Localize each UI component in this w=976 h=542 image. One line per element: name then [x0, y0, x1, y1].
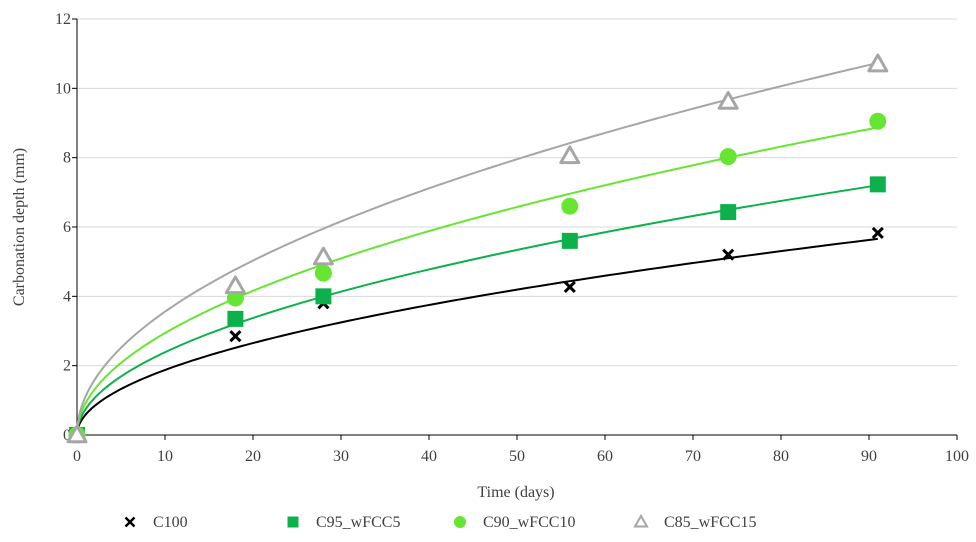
legend-label: C100	[153, 514, 188, 531]
legend-label: C95_wFCC5	[316, 514, 400, 531]
point-c95_wfcc5	[720, 204, 737, 221]
y-tick-label: 4	[63, 288, 71, 305]
trendline-c85_wfcc15	[76, 61, 879, 436]
point-c100	[722, 248, 735, 261]
trendline-c100	[76, 237, 878, 436]
axes: 0 2 4 6 8 10 12 0 10 20 30 40 50 60 70 80 90 100	[55, 11, 969, 465]
point-c85_wfcc15	[867, 53, 889, 73]
point-c100	[563, 280, 576, 294]
point-c95_wfcc5	[227, 310, 244, 327]
legend: C100 C95_wFCC5 C90_wFCC10 C85_wFCC15	[124, 513, 756, 531]
x-tick-label: 30	[333, 448, 349, 465]
x-tick-label: 50	[509, 448, 525, 465]
legend-label: C85_wFCC15	[664, 514, 756, 531]
point-c90_wfcc10	[719, 148, 737, 166]
x-tick-label: 90	[861, 448, 877, 465]
trendline-c95_wfcc5	[76, 184, 878, 436]
legend-marker-c95_wfcc5	[287, 516, 299, 528]
point-c95_wfcc5	[869, 176, 886, 193]
legend-marker-c90_wfcc10	[454, 516, 466, 528]
y-tick-label: 6	[63, 219, 71, 236]
point-c90_wfcc10	[561, 197, 579, 215]
x-tick-label: 10	[157, 448, 173, 465]
point-c85_wfcc15	[66, 424, 88, 444]
y-tick-label: 2	[63, 358, 71, 375]
x-tick-label: 70	[685, 448, 701, 465]
x-axis-title: Time (days)	[477, 484, 554, 501]
y-tick-label: 12	[55, 11, 71, 28]
point-c85_wfcc15	[717, 91, 739, 110]
point-c90_wfcc10	[869, 112, 887, 130]
trendlines	[76, 61, 879, 436]
legend-marker-c100	[124, 516, 136, 528]
y-tick-label: 0	[63, 427, 71, 444]
gridlines	[77, 18, 957, 367]
x-tick-label: 100	[945, 448, 969, 465]
y-axis-title: Carbonation depth (mm)	[11, 148, 28, 306]
point-c85_wfcc15	[312, 246, 334, 266]
y-tick-label: 8	[63, 150, 71, 167]
legend-marker-c85_wfcc15	[633, 513, 649, 528]
point-c85_wfcc15	[224, 275, 246, 295]
x-tick-label: 80	[773, 448, 789, 465]
point-c95_wfcc5	[315, 288, 332, 305]
legend-label: C90_wFCC10	[483, 514, 575, 531]
x-tick-label: 40	[421, 448, 437, 465]
x-tick-label: 60	[597, 448, 613, 465]
y-tick-label: 10	[55, 80, 71, 97]
x-tick-label: 0	[73, 448, 81, 465]
point-c100	[229, 330, 242, 343]
trendline-c90_wfcc10	[76, 126, 878, 436]
point-c85_wfcc15	[559, 145, 581, 165]
point-c100	[871, 226, 884, 239]
point-c95_wfcc5	[561, 232, 578, 249]
point-c90_wfcc10	[314, 264, 332, 282]
data-points	[66, 53, 889, 444]
x-tick-label: 20	[245, 448, 261, 465]
